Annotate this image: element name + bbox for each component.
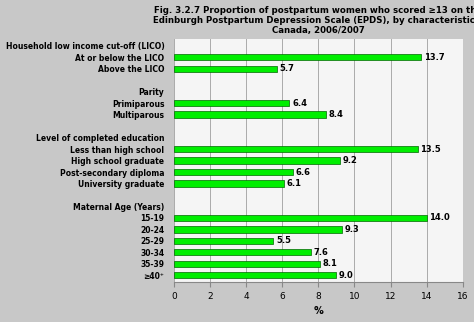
Text: 9.2: 9.2 (343, 156, 357, 165)
Text: 7.6: 7.6 (314, 248, 329, 257)
Text: 5.5: 5.5 (276, 236, 291, 245)
Text: 8.4: 8.4 (328, 110, 343, 119)
Bar (174, 272, 337, 279)
Bar (174, 180, 284, 187)
Text: 8.1: 8.1 (323, 259, 338, 268)
Text: 13.7: 13.7 (424, 53, 445, 62)
Bar (174, 66, 277, 72)
X-axis label: %: % (313, 307, 323, 317)
Text: 6.1: 6.1 (287, 179, 302, 188)
Bar (174, 54, 421, 61)
Text: 6.4: 6.4 (292, 99, 307, 108)
Bar (174, 157, 340, 164)
Text: 6.6: 6.6 (296, 167, 311, 176)
Bar (174, 260, 320, 267)
Bar (174, 249, 311, 255)
Title: Fig. 3.2.7 Proportion of postpartum women who scored ≥13 on the
Edinburgh Postpa: Fig. 3.2.7 Proportion of postpartum wome… (153, 5, 474, 35)
Text: 9.3: 9.3 (345, 225, 359, 234)
Bar (174, 226, 342, 232)
Bar (174, 238, 273, 244)
Bar (174, 146, 418, 152)
Text: 5.7: 5.7 (280, 64, 294, 73)
Bar (174, 215, 427, 221)
Bar (174, 100, 290, 106)
Text: 9.0: 9.0 (339, 271, 354, 280)
Bar (174, 169, 293, 175)
Text: 14.0: 14.0 (429, 213, 450, 223)
Text: 13.5: 13.5 (420, 145, 441, 154)
Bar (174, 111, 326, 118)
